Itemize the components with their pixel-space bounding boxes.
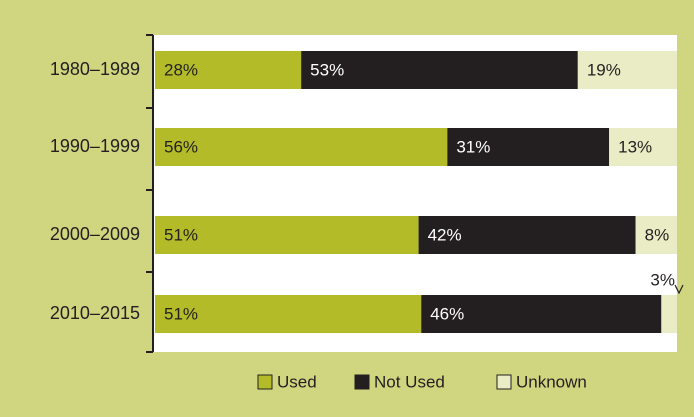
data-label: 19% — [587, 60, 621, 79]
bar-segment — [577, 51, 677, 89]
bar-segment — [155, 216, 419, 254]
data-label: 8% — [645, 225, 670, 244]
data-label: 46% — [430, 304, 464, 323]
bar-segment — [609, 128, 677, 166]
data-label: 56% — [164, 137, 198, 156]
legend-label: Not Used — [374, 372, 445, 391]
bar-segment — [635, 216, 677, 254]
bar-segment — [155, 128, 448, 166]
legend-swatch — [257, 374, 273, 390]
legend-label: Unknown — [516, 372, 587, 391]
data-label: 53% — [310, 60, 344, 79]
axis — [146, 34, 154, 353]
legend-swatch — [354, 374, 370, 390]
data-label: 3% — [650, 270, 675, 289]
data-label: 31% — [456, 137, 490, 156]
y-tick-label: 2000–2009 — [50, 224, 140, 244]
data-label: 51% — [164, 225, 198, 244]
label-pointer — [674, 284, 684, 295]
data-label: 28% — [164, 60, 198, 79]
data-label: 51% — [164, 304, 198, 323]
legend-label: Used — [277, 372, 317, 391]
bar-segment — [301, 51, 578, 89]
y-tick-label: 1980–1989 — [50, 59, 140, 79]
data-label: 13% — [618, 137, 652, 156]
y-tick-label: 2010–2015 — [50, 303, 140, 323]
bar-segment — [418, 216, 636, 254]
legend-swatch — [496, 374, 512, 390]
data-label: 42% — [428, 225, 462, 244]
y-tick-label: 1990–1999 — [50, 136, 140, 156]
bar-segment — [155, 51, 302, 89]
bar-segment — [155, 295, 422, 333]
bar-segment — [447, 128, 610, 166]
bar-segment — [661, 295, 677, 333]
bar-segment — [421, 295, 662, 333]
